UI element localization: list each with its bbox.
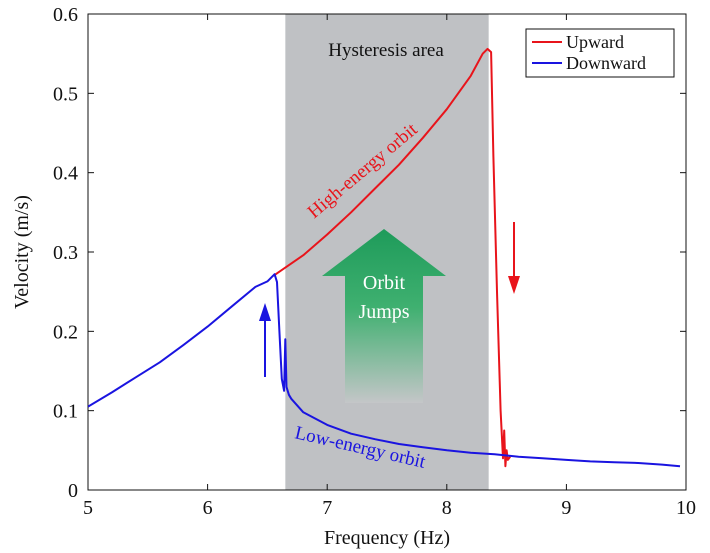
y-tick-label: 0 xyxy=(68,480,78,502)
legend: Upward Downward xyxy=(525,28,675,78)
x-tick-label: 7 xyxy=(322,497,332,519)
legend-label-upward: Upward xyxy=(566,32,624,52)
y-tick-label: 0.3 xyxy=(53,242,78,264)
annotation-orbit-jumps-line1: Orbit xyxy=(363,272,406,294)
blue-up-arrow-head xyxy=(259,303,271,321)
x-tick-label: 8 xyxy=(442,497,452,519)
y-tick-label: 0.4 xyxy=(53,163,78,185)
orbit-jumps-arrow: Orbit Jumps xyxy=(322,229,446,403)
downward-jump-arrow xyxy=(508,222,520,294)
upward-jump-arrow xyxy=(259,303,271,377)
orbit-jumps-arrow-shape xyxy=(322,229,446,403)
x-tick-label: 10 xyxy=(676,497,696,519)
legend-box xyxy=(525,28,675,78)
series-lines xyxy=(88,47,681,468)
x-tick-label: 9 xyxy=(561,497,571,519)
y-tick-label: 0.2 xyxy=(53,321,78,343)
y-axis-label: Velocity (m/s) xyxy=(11,195,33,309)
annotation-hysteresis-area: Hysteresis area xyxy=(328,40,444,61)
series-line-downward xyxy=(88,273,681,468)
annotation-orbit-jumps-line2: Jumps xyxy=(358,301,409,323)
y-tick-label: 0.1 xyxy=(53,401,78,423)
x-axis-label: Frequency (Hz) xyxy=(324,527,450,549)
y-ticks: 0 0.1 0.2 0.3 0.4 0.5 0.6 xyxy=(53,4,686,502)
y-tick-label: 0.6 xyxy=(53,4,78,26)
red-down-arrow-head xyxy=(508,276,520,294)
x-tick-label: 5 xyxy=(83,497,93,519)
y-tick-label: 0.5 xyxy=(53,83,78,105)
series-line-upward xyxy=(272,47,512,468)
x-tick-label: 6 xyxy=(203,497,213,519)
x-ticks: 5 6 7 8 9 10 xyxy=(83,14,696,519)
legend-label-downward: Downward xyxy=(566,53,646,73)
